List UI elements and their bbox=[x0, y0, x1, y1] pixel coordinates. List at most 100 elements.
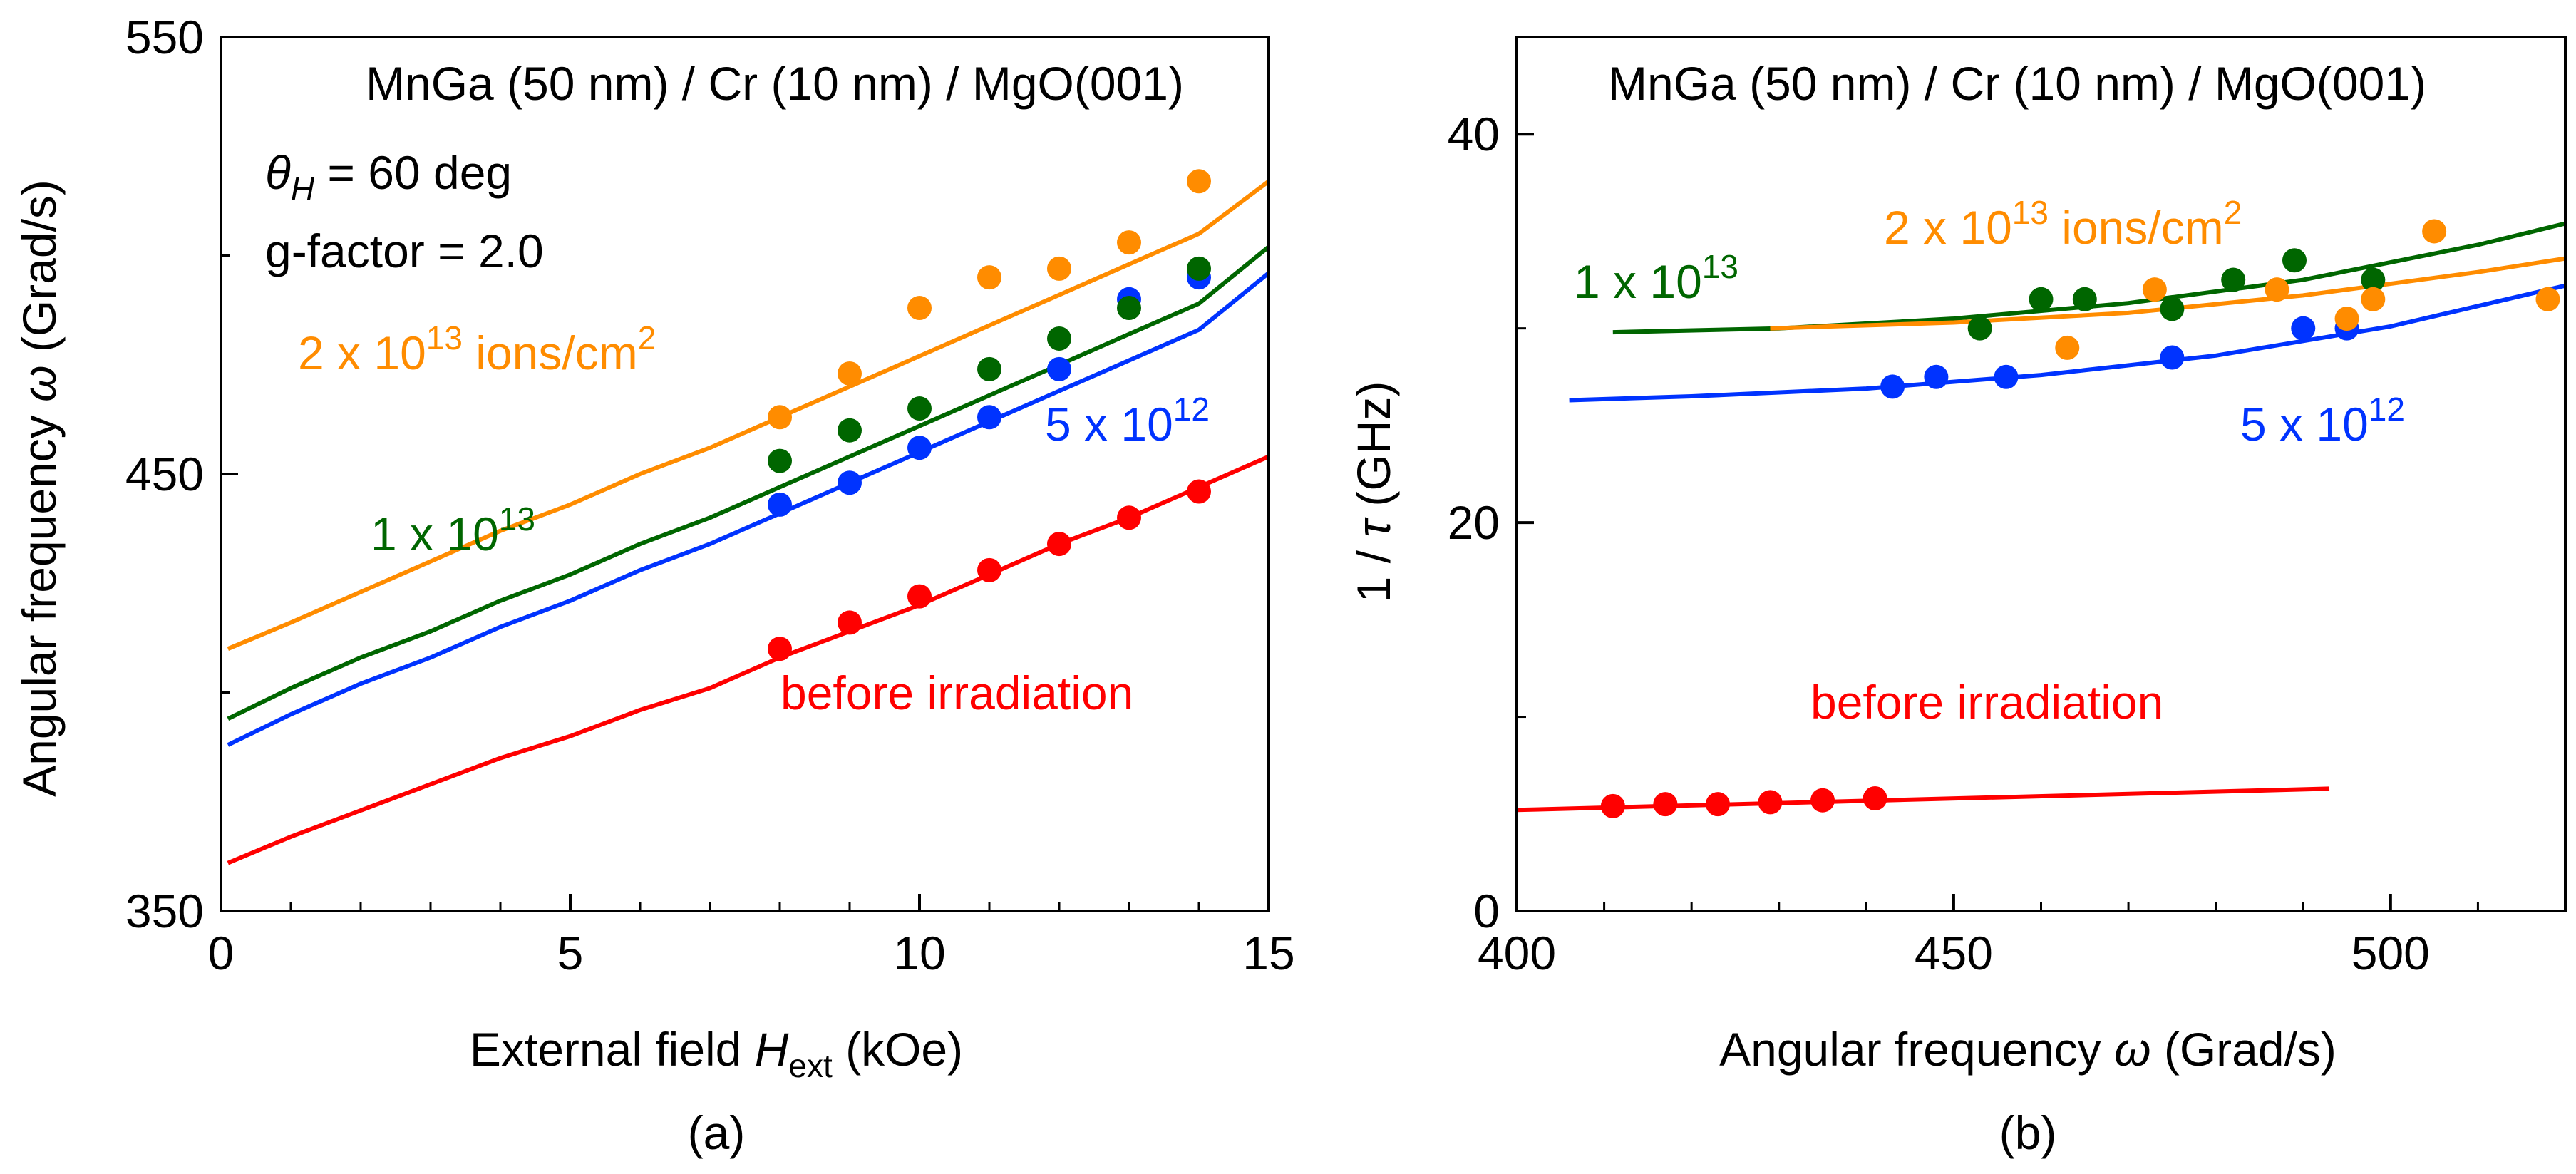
xlabel-prefix: External field bbox=[470, 1023, 755, 1076]
data-point-e13 bbox=[907, 396, 932, 421]
data-point-e12 bbox=[768, 492, 792, 517]
data-point-e2_13 bbox=[1047, 256, 1071, 281]
fit-line-e2_13 bbox=[227, 179, 1270, 651]
x-tick-label: 400 bbox=[1478, 927, 1556, 979]
ylabel-prefix: Angular frequency bbox=[13, 402, 66, 797]
ylabel-unit: (Grad/s) bbox=[13, 180, 66, 365]
b-label-2e13-unit: ions/cm bbox=[2049, 201, 2224, 254]
data-point-e13 bbox=[1117, 296, 1141, 321]
panel-a-fit-lines bbox=[227, 179, 1270, 865]
y-tick-label: 350 bbox=[125, 885, 204, 937]
theta-subscript: H bbox=[291, 170, 315, 207]
panel-b-label-before: before irradiation bbox=[1810, 676, 2163, 728]
panel-b-ylabel: 1 / τ (GHz) bbox=[1347, 381, 1400, 603]
data-point-e12 bbox=[1924, 364, 1949, 389]
y-tick-label: 450 bbox=[125, 448, 204, 500]
panel-a-xlabel: External field Hext (kOe) bbox=[470, 1023, 963, 1084]
data-point-e13 bbox=[1967, 316, 1992, 341]
label-1e13-base: 1 x 10 bbox=[371, 508, 499, 560]
data-point-e13 bbox=[2029, 287, 2054, 311]
data-point-e2_13 bbox=[1117, 230, 1141, 255]
x-tick-label: 15 bbox=[1242, 927, 1294, 979]
data-point-before bbox=[907, 584, 932, 609]
data-point-before bbox=[977, 557, 1001, 582]
b-xlabel-prefix: Angular frequency bbox=[1719, 1023, 2114, 1076]
label-2e13-unit-exponent: 2 bbox=[638, 319, 656, 356]
fit-line-before bbox=[227, 454, 1270, 865]
b-label-2e13-base: 2 x 10 bbox=[1884, 201, 2012, 254]
panel-a-title: MnGa (50 nm) / Cr (10 nm) / MgO(001) bbox=[366, 57, 1184, 110]
data-point-e13 bbox=[2221, 267, 2246, 292]
b-label-5e12-exponent: 12 bbox=[2369, 391, 2405, 428]
data-point-before bbox=[1653, 792, 1678, 817]
data-point-e13 bbox=[1187, 256, 1211, 281]
x-tick-label: 500 bbox=[2351, 927, 2430, 979]
panel-a-gfactor-annotation: g-factor = 2.0 bbox=[265, 225, 544, 277]
b-ylabel-unit: (GHz) bbox=[1347, 381, 1400, 520]
y-tick-label: 40 bbox=[1448, 108, 1500, 160]
data-point-e12 bbox=[1994, 364, 2019, 389]
panel-a-plot-frame bbox=[220, 36, 1270, 912]
ylabel-symbol: ω bbox=[13, 365, 66, 401]
b-xlabel-symbol: ω bbox=[2114, 1023, 2150, 1076]
data-point-e2_13 bbox=[1187, 169, 1211, 194]
b-xlabel-unit: (Grad/s) bbox=[2151, 1023, 2337, 1076]
panel-b-label-5e12: 5 x 1012 bbox=[2240, 391, 2405, 450]
data-point-e2_13 bbox=[838, 361, 862, 386]
xlabel-symbol: H bbox=[755, 1023, 789, 1076]
data-point-e2_13 bbox=[768, 405, 792, 430]
data-point-before bbox=[1810, 788, 1835, 813]
data-point-e2_13 bbox=[2422, 219, 2447, 244]
panel-b-ticks: 400 450 500 0 20 40 bbox=[1448, 108, 2479, 979]
panel-a-label-before: before irradiation bbox=[780, 666, 1133, 719]
b-label-1e13-exponent: 13 bbox=[1702, 248, 1738, 285]
b-label-2e13-exponent: 13 bbox=[2012, 194, 2049, 231]
data-point-e13 bbox=[768, 448, 792, 473]
data-point-e2_13 bbox=[977, 265, 1001, 290]
label-5e12-exponent: 12 bbox=[1173, 391, 1210, 428]
x-tick-label: 0 bbox=[208, 927, 235, 979]
data-point-before bbox=[1758, 790, 1783, 815]
fit-line-e13 bbox=[227, 244, 1270, 721]
data-point-e2_13 bbox=[2265, 277, 2289, 302]
y-tick-label: 20 bbox=[1448, 496, 1500, 549]
fit-line-e12 bbox=[1569, 283, 2566, 403]
label-5e12-base: 5 x 10 bbox=[1045, 398, 1173, 450]
data-point-e13 bbox=[2160, 297, 2185, 321]
panel-b-plot-frame bbox=[1515, 36, 2567, 912]
y-tick-label: 0 bbox=[1473, 885, 1500, 937]
data-point-e13 bbox=[1047, 326, 1071, 351]
fit-line-before bbox=[1516, 786, 2330, 813]
data-point-e12 bbox=[1880, 374, 1905, 399]
y-tick-label: 550 bbox=[125, 11, 204, 63]
fit-line-e2_13 bbox=[1770, 256, 2566, 331]
xlabel-unit: (kOe) bbox=[833, 1023, 963, 1076]
data-point-before bbox=[1600, 793, 1625, 818]
panel-a-ylabel: Angular frequency ω (Grad/s) bbox=[13, 180, 66, 797]
label-2e13-exponent: 13 bbox=[426, 319, 463, 356]
panel-a-label-1e13: 1 x 1013 bbox=[371, 500, 535, 560]
data-point-before bbox=[1705, 792, 1730, 817]
panel-a-theta-annotation: θH = 60 deg bbox=[265, 146, 512, 207]
panel-b-fit-lines bbox=[1516, 221, 2566, 813]
data-point-before bbox=[768, 637, 792, 661]
fit-line-e12 bbox=[227, 271, 1270, 747]
theta-symbol: θ bbox=[265, 146, 291, 199]
panel-a-caption: (a) bbox=[688, 1106, 746, 1159]
panel-a-label-2e13: 2 x 1013 ions/cm2 bbox=[298, 319, 656, 379]
data-point-e2_13 bbox=[2361, 287, 2386, 311]
x-tick-label: 10 bbox=[893, 927, 945, 979]
data-point-e12 bbox=[838, 470, 862, 495]
data-point-e2_13 bbox=[2142, 277, 2167, 302]
data-point-e13 bbox=[2361, 267, 2386, 292]
data-point-e2_13 bbox=[907, 296, 932, 321]
data-point-e12 bbox=[907, 436, 932, 460]
data-point-before bbox=[1187, 479, 1211, 504]
b-ylabel-symbol: τ bbox=[1347, 517, 1400, 537]
panel-b-label-2e13: 2 x 1013 ions/cm2 bbox=[1884, 194, 2242, 254]
data-point-before bbox=[838, 610, 862, 635]
data-point-e12 bbox=[2160, 345, 2185, 370]
data-point-e12 bbox=[2291, 316, 2316, 341]
b-label-2e13-unit-exponent: 2 bbox=[2224, 194, 2242, 231]
label-1e13-exponent: 13 bbox=[499, 500, 535, 537]
